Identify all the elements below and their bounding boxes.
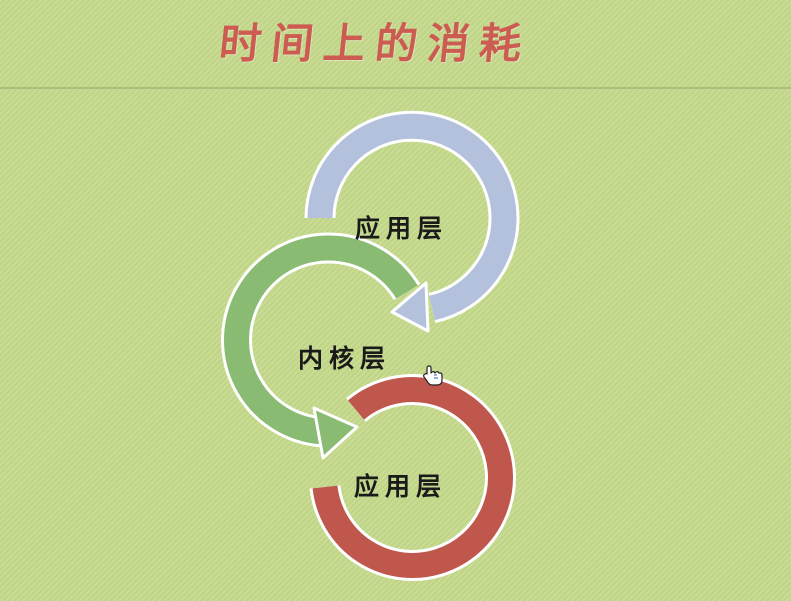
hand-pointer-icon — [423, 365, 443, 386]
title-divider — [0, 87, 791, 90]
layer-label-middle: 内核层 — [298, 344, 392, 373]
arc-middle-kernel — [221, 232, 421, 460]
layer-label-top: 应用层 — [355, 214, 449, 243]
arrow-head-middle — [312, 406, 359, 460]
layer-label-bottom: 应用层 — [354, 472, 448, 501]
arc-bottom-application — [309, 373, 516, 581]
arc-top-application — [304, 110, 520, 333]
arrow-head-top — [390, 281, 430, 333]
